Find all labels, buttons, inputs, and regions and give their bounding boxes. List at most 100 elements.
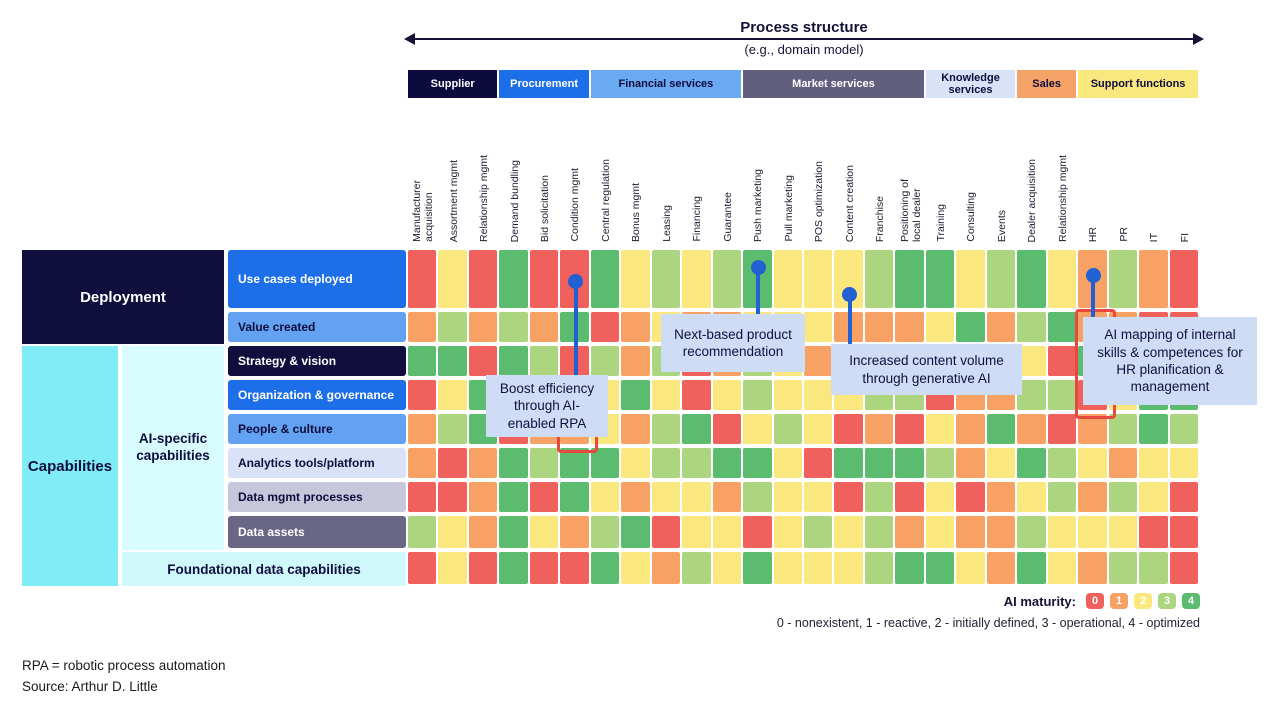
heatmap-cell bbox=[712, 414, 742, 444]
ai-specific-capabilities-block: AI-specific capabilities bbox=[122, 346, 224, 550]
heatmap-cell bbox=[1017, 414, 1046, 444]
heatmap-cell bbox=[408, 552, 437, 584]
process-band: Financial services bbox=[590, 70, 742, 98]
chart-subtitle: (e.g., domain model) bbox=[744, 42, 864, 57]
heatmap-cell bbox=[956, 448, 985, 478]
heatmap-cell bbox=[986, 250, 1016, 308]
column-label: Content creation bbox=[834, 118, 864, 242]
legend-label: AI maturity: bbox=[1003, 593, 1076, 609]
heatmap-cell bbox=[895, 552, 924, 584]
process-band: Support functions bbox=[1078, 70, 1198, 98]
heatmap-cell bbox=[499, 552, 528, 584]
column-label: Central regulation bbox=[591, 118, 621, 242]
column-label-text: Relationship mgmt bbox=[1056, 155, 1069, 242]
heatmap-cell bbox=[499, 482, 528, 512]
heatmap-cell bbox=[1047, 482, 1077, 512]
callout-pin bbox=[847, 294, 852, 356]
heatmap-cell bbox=[834, 414, 863, 444]
heatmap-cell bbox=[834, 552, 863, 584]
heatmap-cell bbox=[804, 250, 833, 308]
heatmap-cell bbox=[408, 346, 437, 376]
heatmap-cell bbox=[682, 380, 711, 410]
heatmap-cell bbox=[956, 250, 985, 308]
row-label: Organization & governance bbox=[228, 380, 406, 410]
column-label-text: Condition mgmt bbox=[569, 168, 582, 242]
callout-box: AI mapping of internal skills & competen… bbox=[1083, 317, 1257, 405]
column-label: Demand bundling bbox=[499, 118, 529, 242]
column-label-text: Manufacturer acquisition bbox=[411, 180, 436, 242]
heatmap-cell bbox=[621, 250, 650, 308]
heatmap-cell bbox=[621, 482, 650, 512]
heatmap-cell bbox=[1047, 346, 1077, 376]
chart-title: Process structure bbox=[740, 19, 868, 36]
column-label: Training bbox=[926, 118, 956, 242]
column-label: PR bbox=[1109, 118, 1139, 242]
heatmap-cell bbox=[804, 482, 833, 512]
heatmap-cell bbox=[621, 414, 650, 444]
heatmap-cell bbox=[956, 552, 985, 584]
callout-pin-dot bbox=[750, 259, 766, 275]
heatmap-cell bbox=[438, 414, 467, 444]
heatmap-cell bbox=[743, 380, 772, 410]
heatmap-cell bbox=[468, 346, 498, 376]
heatmap-cell bbox=[1108, 516, 1138, 548]
heatmap-cell bbox=[1139, 516, 1168, 548]
heatmap-cell bbox=[408, 448, 437, 478]
heatmap-cell bbox=[468, 250, 498, 308]
heatmap-cell bbox=[804, 312, 833, 342]
heatmap-cell bbox=[925, 448, 955, 478]
heatmap-cell bbox=[743, 448, 772, 478]
deployment-block: Deployment bbox=[22, 250, 224, 344]
legend-chip: 2 bbox=[1134, 593, 1152, 609]
row-label: People & culture bbox=[228, 414, 406, 444]
heatmap-cell bbox=[864, 312, 894, 342]
heatmap-cell bbox=[834, 448, 863, 478]
heatmap-cell bbox=[1108, 250, 1138, 308]
row-label: Analytics tools/platform bbox=[228, 448, 406, 478]
heatmap-cell bbox=[712, 380, 742, 410]
callout-box: Increased content volume through generat… bbox=[831, 344, 1022, 395]
heatmap-cell bbox=[408, 516, 437, 548]
heatmap-cell bbox=[712, 516, 742, 548]
column-label: Franchise bbox=[865, 118, 895, 242]
heatmap-cell bbox=[1047, 250, 1077, 308]
heatmap-cell bbox=[651, 414, 681, 444]
column-label-text: Push marketing bbox=[752, 169, 765, 242]
heatmap-cell bbox=[1169, 414, 1198, 444]
heatmap-cell bbox=[1169, 516, 1198, 548]
heatmap-cell bbox=[864, 448, 894, 478]
column-label-text: Relationship mgmt bbox=[478, 155, 491, 242]
heatmap-cell bbox=[895, 414, 924, 444]
heatmap-cell bbox=[560, 552, 589, 584]
process-band: Sales bbox=[1017, 70, 1077, 98]
heatmap-cell bbox=[621, 448, 650, 478]
heatmap-cell bbox=[1017, 516, 1046, 548]
callout-box: Boost efficiency through AI-enabled RPA bbox=[486, 375, 608, 437]
column-label-text: Bonus mgmt bbox=[630, 183, 643, 242]
column-label: Financing bbox=[682, 118, 712, 242]
legend-chip: 4 bbox=[1182, 593, 1200, 609]
heatmap-cell bbox=[956, 414, 985, 444]
heatmap-cell bbox=[1017, 448, 1046, 478]
heatmap-cell bbox=[773, 516, 802, 548]
heatmap-cell bbox=[1139, 448, 1168, 478]
process-structure-axis-arrow bbox=[408, 38, 1200, 40]
heatmap-cell bbox=[590, 448, 620, 478]
column-label: Relationship mgmt bbox=[469, 118, 499, 242]
heatmap-cell bbox=[773, 482, 802, 512]
heatmap-cell bbox=[438, 516, 467, 548]
process-band: Procurement bbox=[499, 70, 589, 98]
heatmap-cell bbox=[1169, 448, 1198, 478]
heatmap-cell bbox=[712, 552, 742, 584]
heatmap-cell bbox=[804, 448, 833, 478]
heatmap-cell bbox=[621, 552, 650, 584]
column-label-text: Training bbox=[935, 204, 948, 242]
column-label-text: Consulting bbox=[965, 192, 978, 242]
arrow-right-icon bbox=[1193, 33, 1204, 45]
heatmap-cell bbox=[1108, 448, 1138, 478]
heatmap-cell bbox=[956, 516, 985, 548]
column-label: Positioning of local dealer bbox=[895, 118, 925, 242]
heatmap-cell bbox=[1078, 516, 1107, 548]
heatmap-cell bbox=[529, 552, 559, 584]
